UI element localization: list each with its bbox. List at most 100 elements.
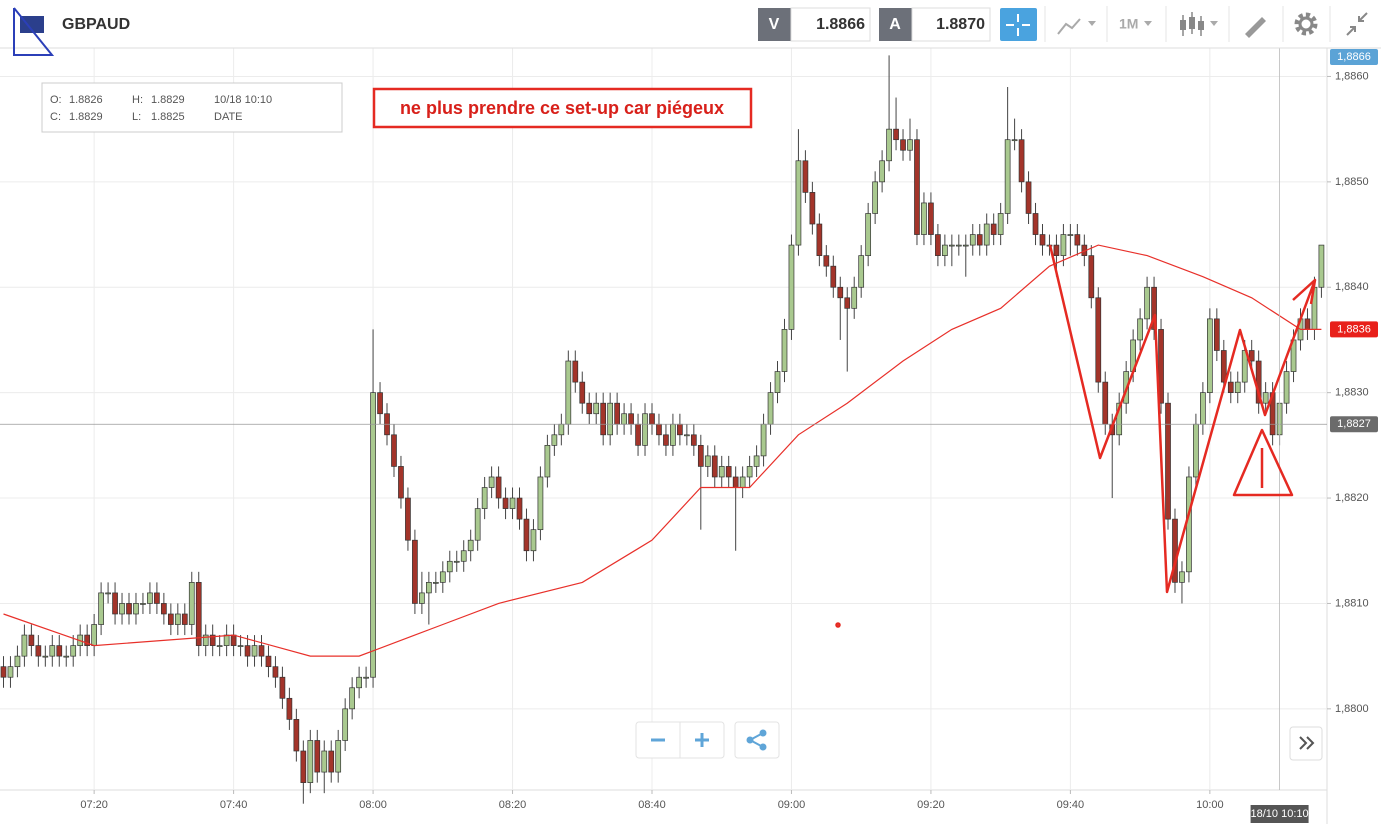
candle-body	[63, 655, 70, 658]
pen-icon	[1245, 17, 1266, 38]
candle-body	[488, 476, 495, 488]
candle-body	[670, 423, 676, 446]
candle-body	[1137, 318, 1143, 341]
timeframe-button[interactable]: 1M	[1119, 16, 1152, 32]
zoom-in[interactable]	[695, 733, 709, 747]
candle-body	[272, 666, 279, 678]
toolbar: GBPAUD V 1.8866 A 1.8870 1M	[0, 0, 1381, 56]
candle-body	[335, 740, 342, 773]
candle-body	[446, 560, 453, 573]
candle-body	[481, 487, 488, 509]
moving-average	[3, 244, 1322, 657]
candle-body	[816, 223, 823, 256]
candle-body	[432, 582, 439, 584]
value: 10/18 10:10	[214, 94, 272, 106]
chevron	[1306, 736, 1315, 750]
crosshair-time: 18/10 10:10	[1251, 808, 1309, 820]
crosshair-button[interactable]	[1000, 8, 1037, 41]
zigzag	[1048, 244, 1317, 594]
candle-body	[593, 402, 600, 415]
candle-body	[677, 423, 683, 436]
candle-body	[767, 392, 774, 425]
price-label-box	[1330, 416, 1378, 433]
candle-body	[1088, 255, 1095, 299]
candle-icon	[1180, 20, 1186, 30]
candle-body	[635, 423, 641, 446]
zoom-controls	[635, 721, 1323, 761]
candle-body	[370, 392, 376, 678]
drawn-triangle	[13, 7, 55, 56]
candle-body	[237, 645, 244, 647]
share-button[interactable]	[734, 721, 780, 759]
candle-body	[216, 645, 223, 647]
ohlc-box: O: 1.8826 H: 1.8829 10/18 10:10 C: 1.882…	[41, 82, 343, 133]
candle-body	[1193, 423, 1199, 478]
candle-body	[1144, 286, 1150, 320]
x-tick-label: 08:20	[499, 799, 527, 811]
value: 1.8826	[69, 94, 103, 106]
candle-body	[830, 265, 837, 288]
candle-body	[49, 645, 56, 657]
candle-body	[265, 655, 272, 668]
candle-body	[976, 234, 983, 246]
candle-body	[1102, 381, 1109, 425]
settings-button[interactable]	[1294, 12, 1318, 36]
candle-body	[942, 244, 948, 256]
x-tick-label: 07:40	[220, 799, 248, 811]
candle-body	[112, 592, 118, 615]
candle-body	[621, 413, 627, 425]
candle-body	[837, 286, 844, 299]
candle-body	[851, 286, 858, 309]
caret	[1088, 21, 1096, 26]
candle-body	[7, 666, 14, 678]
collapse-button[interactable]	[1346, 12, 1368, 36]
candle-body	[28, 634, 35, 646]
candle-body	[70, 645, 77, 657]
scroll-right[interactable]	[1289, 726, 1323, 761]
hand-drawing	[835, 244, 1317, 628]
candle-body	[181, 613, 188, 625]
candle-body	[286, 697, 293, 720]
candle-body	[356, 676, 362, 689]
candle-body	[502, 497, 509, 509]
candle-body	[42, 655, 49, 658]
candle-body	[907, 139, 913, 151]
warning-triangle	[1232, 428, 1294, 497]
caret	[1144, 21, 1152, 26]
label: DATE	[214, 111, 243, 123]
candle-body	[530, 529, 537, 552]
bid-label: V	[769, 16, 780, 33]
candle-body	[893, 128, 899, 141]
candle-body	[161, 603, 167, 615]
candle-body	[990, 223, 997, 235]
chart-type-button[interactable]	[1057, 18, 1096, 35]
candle-body	[188, 582, 195, 625]
candle-body	[1151, 286, 1157, 330]
chevron	[1299, 736, 1308, 750]
candle-body	[718, 466, 725, 478]
candle-type-button[interactable]	[1180, 12, 1218, 36]
candle-body	[544, 444, 551, 478]
price-label-box	[1330, 321, 1378, 338]
candle-body	[753, 455, 760, 467]
bid-button[interactable]: V 1.8866	[758, 7, 871, 42]
candle-body	[649, 413, 655, 425]
candle-body	[928, 202, 934, 235]
draw-button[interactable]	[1245, 17, 1266, 38]
candle-body	[1200, 392, 1206, 425]
label: O:	[50, 94, 62, 106]
candle-body	[725, 466, 732, 478]
candle-body	[914, 139, 920, 235]
candle-body	[858, 255, 865, 288]
collapse-icon	[1346, 12, 1368, 36]
price-label: 1,8866	[1337, 51, 1371, 63]
timeframe: 1M	[1119, 16, 1138, 32]
candle-body	[147, 592, 153, 604]
candle-body	[844, 297, 851, 309]
price-label: 1,8836	[1337, 323, 1371, 335]
candle-body	[523, 518, 530, 552]
candle-body	[495, 476, 502, 499]
candle-body	[1241, 350, 1248, 383]
ask-button[interactable]: A 1.8870	[879, 7, 991, 42]
y-tick-label: 1,8850	[1335, 176, 1369, 188]
